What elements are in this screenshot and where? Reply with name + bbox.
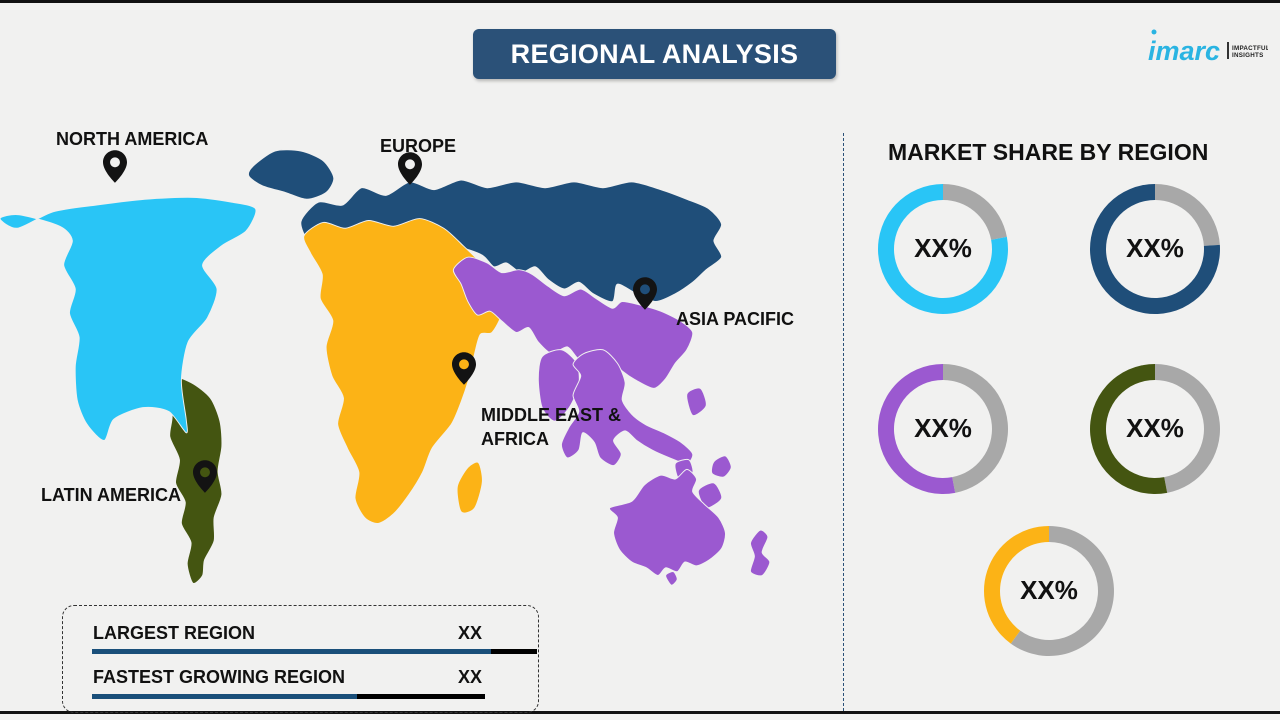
svg-text:XX%: XX% [1126,233,1184,263]
svg-text:XX%: XX% [1126,413,1184,443]
svg-text:XX%: XX% [914,413,972,443]
svg-text:XX%: XX% [914,233,972,263]
svg-text:XX%: XX% [1020,575,1078,605]
